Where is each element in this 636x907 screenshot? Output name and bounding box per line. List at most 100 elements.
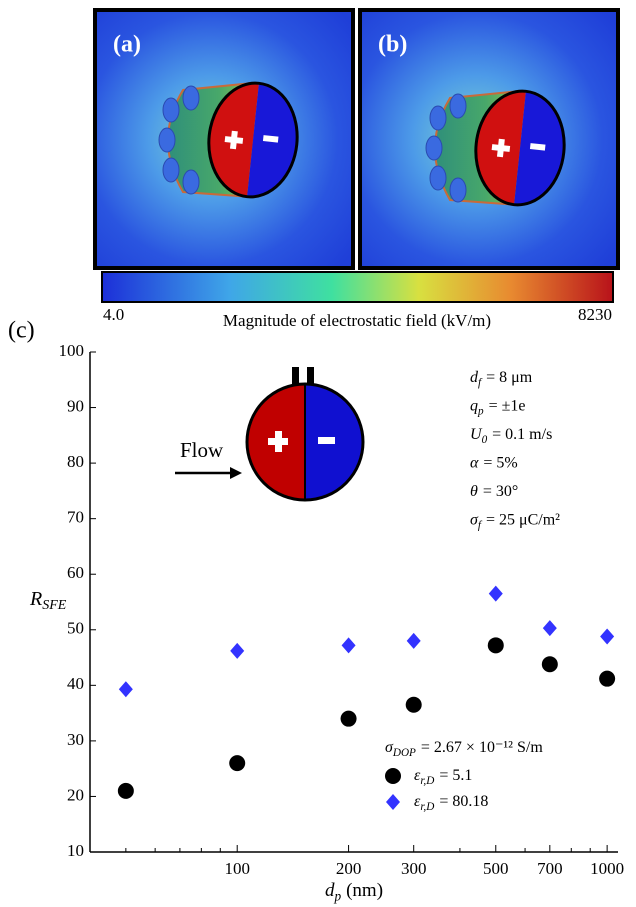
dimple (429, 165, 447, 191)
marker (405, 696, 422, 713)
y-tick-label: 50 (67, 619, 84, 638)
y-tick-label: 80 (67, 452, 84, 471)
text: = 8 μm (486, 369, 533, 386)
marker (487, 637, 504, 654)
x-axis-label: dp (nm) (325, 880, 383, 903)
legend-label: εr,D = 5.1 (414, 767, 472, 787)
subscript: p (333, 889, 341, 904)
symbol: d (470, 369, 479, 386)
legend-label: εr,D = 80.18 (414, 793, 488, 813)
x-tick-label: 200 (336, 859, 362, 878)
colorbar-tick-label: 8230 (578, 305, 612, 324)
text: = 2.67 × 10⁻¹² S/m (421, 739, 543, 756)
marker (341, 637, 356, 654)
dimple (429, 105, 447, 131)
marker (600, 628, 615, 645)
text: = 80.18 (439, 793, 488, 810)
marker (229, 755, 246, 772)
parameter: df = 8 μm (470, 369, 533, 389)
x-tick-label: 300 (401, 859, 427, 878)
plus (496, 138, 505, 158)
legend-swatch (385, 768, 401, 784)
minus (262, 135, 279, 143)
y-tick-label: 60 (67, 563, 84, 582)
symbol: d (325, 880, 335, 901)
subscript: r,D (420, 774, 434, 786)
y-tick-label: 10 (67, 841, 84, 860)
y-tick-label: 70 (67, 508, 84, 527)
parameter: qp = ±1e (470, 397, 526, 417)
dimple (162, 157, 180, 183)
panel-label: (a) (113, 32, 141, 58)
dimple (162, 97, 180, 123)
subscript: 0 (482, 433, 488, 445)
panel: (a) (93, 8, 355, 270)
subscript: DOP (392, 746, 416, 758)
parameter: σf = 25 μC/m² (470, 511, 560, 531)
x-tick-label: 500 (483, 859, 509, 878)
marker (542, 620, 557, 637)
legend-marker (386, 794, 400, 810)
symbol: θ (470, 483, 478, 500)
x-tick-label: 700 (537, 859, 563, 878)
marker (340, 710, 357, 727)
marker (118, 681, 133, 698)
y-tick-label: 40 (67, 674, 84, 693)
text: = 5.1 (439, 767, 472, 784)
symbol: ε (414, 793, 421, 810)
subscript: f (478, 376, 483, 388)
plus (229, 130, 238, 150)
colorbar-tick-label: 4.0 (103, 305, 124, 324)
subscript: f (478, 519, 483, 531)
marker (406, 632, 421, 649)
legend-marker (385, 768, 401, 784)
dimple (449, 93, 467, 119)
marker (541, 656, 558, 673)
x-tick-label: 100 (224, 859, 250, 878)
symbol: q (470, 397, 478, 414)
parameter: θ = 30° (470, 483, 518, 500)
symbol: σ (470, 511, 479, 528)
y-tick-label: 30 (67, 730, 84, 749)
legend-note: σDOP = 2.67 × 10⁻¹² S/m (385, 739, 543, 759)
marker (488, 585, 503, 602)
marker (599, 670, 616, 687)
symbol: ε (414, 767, 421, 784)
y-tick-label: 20 (67, 785, 84, 804)
parameter: U0 = 0.1 m/s (470, 426, 552, 446)
symbol: α (470, 454, 479, 471)
dimple (158, 127, 176, 153)
face-outline (207, 81, 299, 199)
dimple (449, 177, 467, 203)
y-tick-label: 90 (67, 396, 84, 415)
text: = ±1e (489, 397, 526, 414)
parameter: α = 5% (470, 454, 518, 471)
symbol: σ (385, 739, 394, 756)
dimple (425, 135, 443, 161)
subscript: r,D (420, 800, 434, 812)
subscript: p (477, 405, 484, 417)
text: = 5% (483, 454, 517, 471)
colorbar-title: Magnitude of electrostatic field (kV/m) (223, 311, 491, 330)
text: = 30° (483, 483, 518, 500)
symbol: R (29, 588, 42, 610)
text: = 25 μC/m² (486, 511, 560, 528)
symbol: U (470, 426, 483, 443)
marker (230, 642, 245, 659)
panel-label: (c) (8, 318, 35, 344)
legend-swatch (386, 794, 400, 810)
subscript: SFE (42, 598, 67, 613)
panel-label: (b) (378, 32, 407, 58)
flow-label: Flow (180, 438, 224, 462)
dimple (182, 169, 200, 195)
y-axis-label: RSFE (29, 588, 67, 614)
inset (175, 367, 365, 502)
text: (nm) (346, 880, 383, 901)
panel: (b) (358, 8, 620, 270)
text: = 0.1 m/s (492, 426, 552, 443)
x-tick-label: 1000 (590, 859, 624, 878)
y-tick-label: 100 (59, 341, 85, 360)
dimple (182, 85, 200, 111)
